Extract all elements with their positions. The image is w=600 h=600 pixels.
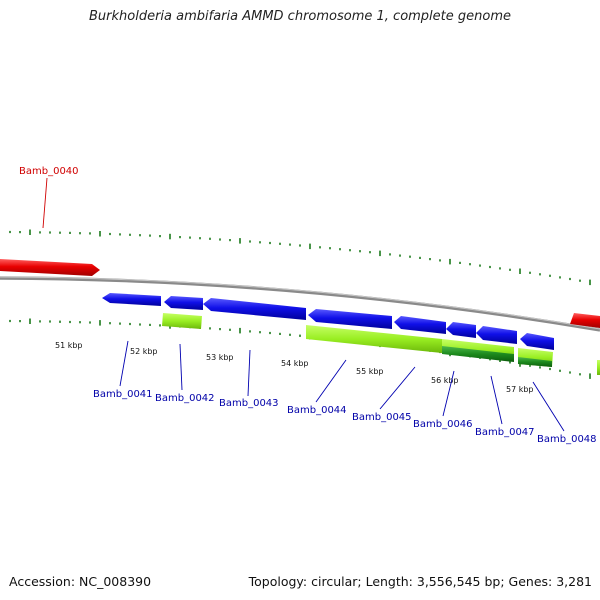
kbp-label-53: 53 kbp — [206, 353, 234, 362]
feature-track — [162, 313, 600, 375]
kbp-label-54: 54 kbp — [281, 359, 309, 368]
leader-bamb-0041 — [119, 340, 129, 387]
reverse-gene-track — [102, 293, 554, 350]
leader-bamb-0040 — [42, 177, 48, 229]
gene-label-bamb-0042[interactable]: Bamb_0042 — [155, 393, 215, 404]
gene-bamb-0042-arrow[interactable] — [164, 296, 203, 310]
gene-bamb-0046-arrow[interactable] — [446, 322, 476, 338]
kbp-label-52: 52 kbp — [130, 347, 158, 356]
gene-label-bamb-0046[interactable]: Bamb_0046 — [413, 419, 473, 430]
genome-summary: Topology: circular; Length: 3,556,545 bp… — [248, 574, 592, 589]
gene-label-bamb-0048[interactable]: Bamb_0048 — [537, 434, 597, 445]
gene-label-bamb-0044[interactable]: Bamb_0044 — [287, 405, 347, 416]
leader-bamb-0043 — [247, 349, 251, 397]
chromosome-backbone-highlight — [0, 276, 600, 330]
tick-track-top — [9, 229, 591, 286]
leader-bamb-0045 — [379, 366, 416, 410]
feature-right-edge[interactable] — [597, 360, 600, 375]
feature-bamb-0042[interactable] — [162, 313, 202, 329]
gene-right-edge-arrow[interactable] — [570, 313, 600, 328]
leader-bamb-0042 — [179, 343, 183, 391]
gene-bamb-0044-arrow[interactable] — [308, 309, 392, 329]
gene-bamb-0045-arrow[interactable] — [394, 316, 446, 334]
map-title: Burkholderia ambifaria AMMD chromosome 1… — [88, 9, 512, 24]
accession-label: Accession: NC_008390 — [9, 574, 152, 589]
feature-bamb-0048-dark[interactable] — [518, 357, 552, 367]
leader-lines — [42, 177, 565, 432]
gene-label-bamb-0047[interactable]: Bamb_0047 — [475, 427, 535, 438]
gene-bamb-0048-arrow[interactable] — [520, 333, 554, 350]
feature-bamb-0044[interactable] — [306, 325, 442, 353]
kbp-label-55: 55 kbp — [356, 367, 384, 376]
chromosome-backbone — [0, 276, 600, 332]
gene-bamb-0043-arrow[interactable] — [203, 298, 306, 320]
gene-bamb-0040-arrow[interactable] — [0, 259, 100, 276]
leader-bamb-0046 — [442, 370, 455, 417]
gene-label-bamb-0043[interactable]: Bamb_0043 — [219, 398, 279, 409]
kbp-label-51: 51 kbp — [55, 341, 83, 350]
feature-bamb-0046-dark[interactable] — [442, 346, 514, 362]
leader-bamb-0044 — [315, 359, 347, 403]
gene-label-bamb-0045[interactable]: Bamb_0045 — [352, 412, 412, 423]
gene-bamb-0041-arrow[interactable] — [102, 293, 161, 306]
kbp-label-56: 56 kbp — [431, 376, 459, 385]
gene-label-bamb-0041[interactable]: Bamb_0041 — [93, 389, 153, 400]
gene-label-bamb-0040[interactable]: Bamb_0040 — [19, 166, 79, 177]
kbp-scale: 51 kbp 52 kbp 53 kbp 54 kbp 55 kbp 56 kb… — [55, 341, 534, 394]
gene-bamb-0047-arrow[interactable] — [476, 326, 517, 344]
gene-labels: Bamb_0040 Bamb_0041 Bamb_0042 Bamb_0043 … — [19, 166, 597, 445]
kbp-label-57: 57 kbp — [506, 385, 534, 394]
leader-bamb-0047 — [490, 375, 503, 425]
leader-bamb-0048 — [532, 381, 565, 432]
